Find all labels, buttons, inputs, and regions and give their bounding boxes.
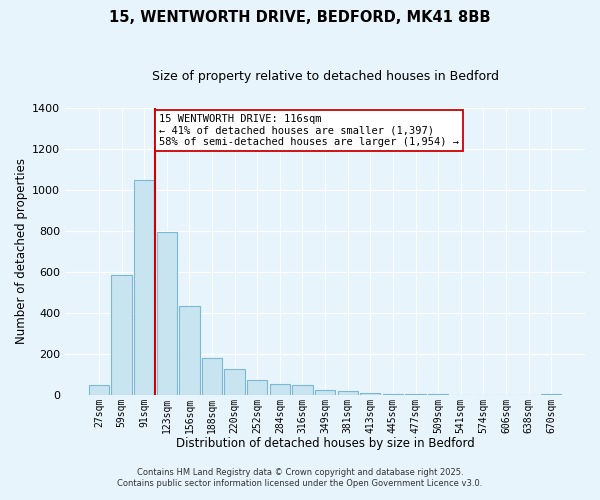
Bar (269, 384, 290, 395)
Bar (383, 394, 403, 395)
Bar (112, 275, 132, 395)
Bar (292, 384, 313, 395)
Y-axis label: Number of detached properties: Number of detached properties (15, 158, 28, 344)
X-axis label: Distribution of detached houses by size in Bedford: Distribution of detached houses by size … (176, 437, 475, 450)
Bar (224, 369, 245, 395)
Bar (179, 306, 200, 395)
Bar (315, 390, 335, 395)
Title: Size of property relative to detached houses in Bedford: Size of property relative to detached ho… (152, 70, 499, 83)
Bar (134, 180, 154, 395)
Bar (157, 232, 177, 395)
Bar (360, 393, 380, 395)
Bar (202, 358, 222, 395)
Bar (89, 384, 109, 395)
Bar (338, 390, 358, 395)
Text: Contains HM Land Registry data © Crown copyright and database right 2025.
Contai: Contains HM Land Registry data © Crown c… (118, 468, 482, 487)
Bar (406, 394, 425, 395)
Bar (541, 394, 562, 395)
Text: 15 WENTWORTH DRIVE: 116sqm
← 41% of detached houses are smaller (1,397)
58% of s: 15 WENTWORTH DRIVE: 116sqm ← 41% of deta… (159, 114, 459, 147)
Bar (247, 380, 268, 395)
Text: 15, WENTWORTH DRIVE, BEDFORD, MK41 8BB: 15, WENTWORTH DRIVE, BEDFORD, MK41 8BB (109, 10, 491, 25)
